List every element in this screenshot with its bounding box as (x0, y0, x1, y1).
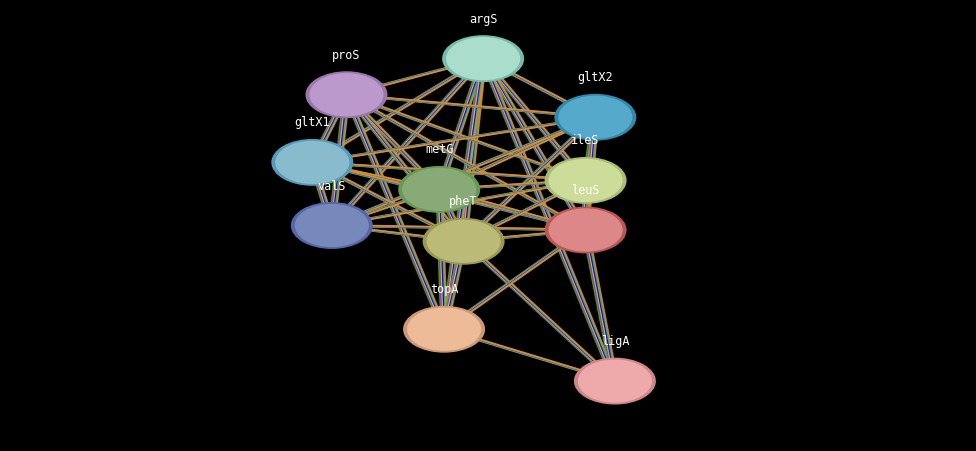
Ellipse shape (407, 308, 481, 351)
Ellipse shape (558, 96, 632, 139)
Ellipse shape (545, 207, 627, 253)
Ellipse shape (291, 202, 373, 249)
Ellipse shape (305, 71, 387, 118)
Text: pheT: pheT (449, 195, 478, 208)
Text: gltX1: gltX1 (295, 116, 330, 129)
Text: proS: proS (332, 49, 361, 62)
Text: topA: topA (429, 283, 459, 296)
Ellipse shape (549, 208, 623, 252)
Ellipse shape (427, 220, 501, 263)
Ellipse shape (275, 141, 349, 184)
Ellipse shape (578, 359, 652, 403)
Ellipse shape (309, 73, 384, 116)
Text: valS: valS (317, 179, 346, 193)
Text: argS: argS (468, 13, 498, 26)
Text: ligA: ligA (600, 335, 630, 348)
Ellipse shape (574, 358, 656, 405)
Ellipse shape (554, 94, 636, 141)
Ellipse shape (446, 37, 520, 80)
Ellipse shape (271, 139, 353, 186)
Text: gltX2: gltX2 (578, 71, 613, 84)
Ellipse shape (295, 204, 369, 247)
Text: ileS: ileS (571, 134, 600, 147)
Ellipse shape (545, 157, 627, 204)
Ellipse shape (402, 168, 476, 211)
Ellipse shape (442, 35, 524, 82)
Ellipse shape (423, 218, 505, 265)
Ellipse shape (398, 166, 480, 213)
Ellipse shape (549, 159, 623, 202)
Text: leuS: leuS (571, 184, 600, 197)
Text: metG: metG (425, 143, 454, 156)
Ellipse shape (403, 306, 485, 353)
